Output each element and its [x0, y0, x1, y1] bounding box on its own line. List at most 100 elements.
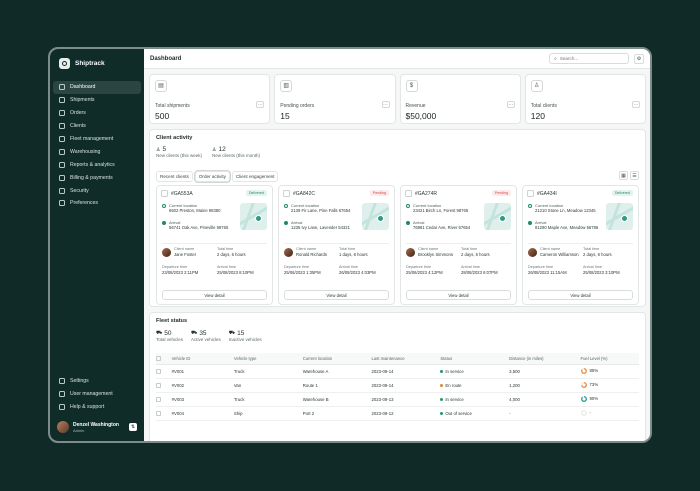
total-time: Total time 2 days, 6 hours — [217, 247, 246, 257]
sidebar-bottom-nav: Settings User management Help & support — [50, 374, 144, 413]
client-avatar — [162, 248, 171, 257]
sidebar-item-security[interactable]: Security — [53, 184, 141, 197]
column-header[interactable]: Vehicle ID — [171, 353, 234, 365]
client-name-value: Brooklyn Simmons — [418, 252, 453, 257]
sidebar-item-billing-payments[interactable]: Billing & payments — [53, 171, 141, 184]
search-input[interactable] — [559, 56, 620, 61]
vehicle-status-text: In service — [445, 368, 464, 374]
sidebar-item-reports-analytics[interactable]: Reports & analytics — [53, 158, 141, 171]
switch-account-icon[interactable]: ⇅ — [129, 423, 137, 431]
departure-time-label: Departure time — [406, 265, 432, 269]
fuel-level-text: 85% — [589, 368, 599, 374]
vehicle-type: Truck — [233, 364, 303, 379]
sidebar-item-settings[interactable]: Settings — [53, 374, 141, 387]
fuel-level-text: 73% — [589, 382, 599, 388]
search-box[interactable]: ⌕ — [549, 53, 629, 64]
client-name: Client name Ronald Richards — [296, 247, 327, 257]
table-header: Vehicle ID Vehicle type Current location La… — [156, 353, 639, 365]
vehicle-status: In service — [440, 364, 510, 379]
current-location-value: 23421 Birch Ln, Forest 98765 — [413, 208, 469, 213]
row-checkbox[interactable] — [156, 382, 161, 388]
sidebar-item-preferences[interactable]: Preferences — [53, 197, 141, 210]
view-detail-button[interactable]: View detail — [406, 290, 511, 300]
sidebar-item-fleet-management[interactable]: Fleet management — [53, 133, 141, 146]
package-icon — [161, 190, 168, 197]
more-icon[interactable]: … — [506, 101, 515, 108]
last-maintenance: 2023-09-12 — [371, 406, 441, 421]
location-dot-icon — [406, 204, 410, 208]
view-detail-button[interactable]: View detail — [162, 290, 267, 300]
column-header[interactable]: Status — [440, 353, 510, 365]
brand[interactable]: Shiptrack — [50, 49, 144, 75]
column-header[interactable]: Fuel Level (%) — [580, 353, 639, 365]
grid-view-icon[interactable]: ▦ — [619, 171, 628, 180]
tab-client-engagement[interactable]: Client engagement — [231, 171, 279, 182]
fleet-count: ⛟ 50 Total vehicles — [156, 330, 183, 342]
column-header[interactable]: Current location — [302, 353, 372, 365]
status-badge: Delivered — [611, 190, 633, 196]
route-map[interactable] — [484, 203, 511, 230]
sidebar-item-warehousing[interactable]: Warehousing — [53, 145, 141, 158]
departure-time: Departure time 25/06/2023 1:35PM — [284, 265, 321, 275]
settings-icon[interactable]: ⚙ — [634, 53, 644, 64]
total-time-value: 2 days, 6 hours — [583, 252, 612, 257]
fleet-table: Vehicle ID Vehicle type Current location La… — [156, 353, 639, 421]
current-location-label: Current location — [169, 203, 198, 208]
order-cards: #GA553A Delivered Current location 6502 Pre… — [156, 185, 639, 305]
row-checkbox[interactable] — [156, 396, 161, 402]
table-row[interactable]: #V003 Truck Warehouse B 2023-09-13 In servic… — [156, 392, 639, 407]
count-value-row: ♙ 5 — [156, 146, 202, 153]
tab-recent-clients[interactable]: Recent clients — [156, 171, 193, 182]
table-row[interactable]: #V001 Truck Warehouse A 2023-09-14 In servic… — [156, 364, 639, 379]
table-row[interactable]: #V004 Ship Port 2 2023-09-12 Out of service -… — [156, 406, 639, 421]
arrival-time-value: 28/08/2023 6:07PM — [461, 270, 498, 275]
count-block: ♙ 12 New clients (this month) — [212, 146, 260, 158]
sidebar-item-user-management[interactable]: User management — [53, 387, 141, 400]
vehicle-id: #V001 — [171, 364, 234, 379]
sidebar-item-shipments[interactable]: Shipments — [53, 94, 141, 107]
sidebar-item-clients[interactable]: Clients — [53, 120, 141, 133]
current-location-value: 6502 Preston, Maine 98380 — [169, 208, 221, 213]
row-checkbox[interactable] — [156, 410, 161, 416]
vehicle-icon: ⛟ — [156, 330, 163, 336]
arrival-location: Arrival 81290 Maple Ave, Meadow 56786 — [528, 220, 598, 230]
total-time: Total time 2 days, 6 hours — [461, 247, 490, 257]
route-map[interactable] — [362, 203, 389, 230]
truck-icon — [59, 136, 65, 142]
more-icon[interactable]: … — [632, 101, 640, 108]
sidebar-item-dashboard[interactable]: Dashboard — [53, 81, 141, 94]
tab-order-activity[interactable]: Order activity — [194, 171, 230, 182]
view-detail-button[interactable]: View detail — [284, 290, 389, 300]
arrival-location: Arrival 56741 Oak Ave, Pineville 98765 — [162, 220, 228, 230]
row-checkbox[interactable] — [156, 368, 161, 374]
fleet-count-label: Inactive vehicles — [228, 337, 262, 342]
user-profile[interactable]: Denzel Washington Admin ⇅ — [54, 418, 140, 436]
column-header[interactable]: Vehicle type — [233, 353, 303, 365]
current-location-label: Current location — [535, 203, 564, 208]
list-view-icon[interactable]: ☰ — [630, 171, 639, 180]
order-id: #GA842C — [283, 190, 390, 197]
more-icon[interactable]: … — [381, 101, 390, 108]
vehicle-id: #V004 — [171, 406, 234, 421]
route-map[interactable] — [606, 203, 633, 230]
sidebar-item-help-support[interactable]: Help & support — [53, 400, 141, 413]
gear-icon — [59, 377, 65, 384]
route-map[interactable] — [240, 203, 267, 230]
stat-label: Revenue — [405, 103, 426, 109]
arrival-time-value: 26/08/2023 4:03PM — [339, 270, 376, 275]
view-detail-button[interactable]: View detail — [528, 290, 633, 300]
count-value: 5 — [162, 146, 167, 153]
client-name: Client name Jane Foster — [174, 247, 196, 257]
select-all-checkbox[interactable] — [156, 355, 161, 361]
column-header[interactable]: Distance (in miles) — [509, 353, 581, 365]
column-header[interactable]: Last maintenance — [371, 353, 441, 365]
arrival-time-label: Arrival time — [339, 265, 358, 269]
stat-card: ▤ Total shipments 500… — [149, 74, 271, 124]
current-location: Current location 23421 Birch Ln, Forest 9… — [406, 203, 468, 213]
table-row[interactable]: #V002 Van Route 1 2023-09-14 En route 1,200 73… — [156, 378, 639, 393]
divider — [284, 243, 389, 244]
arrival-label: Arrival — [291, 220, 303, 225]
sidebar-item-orders[interactable]: Orders — [53, 107, 141, 120]
more-icon[interactable]: … — [256, 101, 265, 108]
client-name-value: Ronald Richards — [296, 252, 327, 257]
